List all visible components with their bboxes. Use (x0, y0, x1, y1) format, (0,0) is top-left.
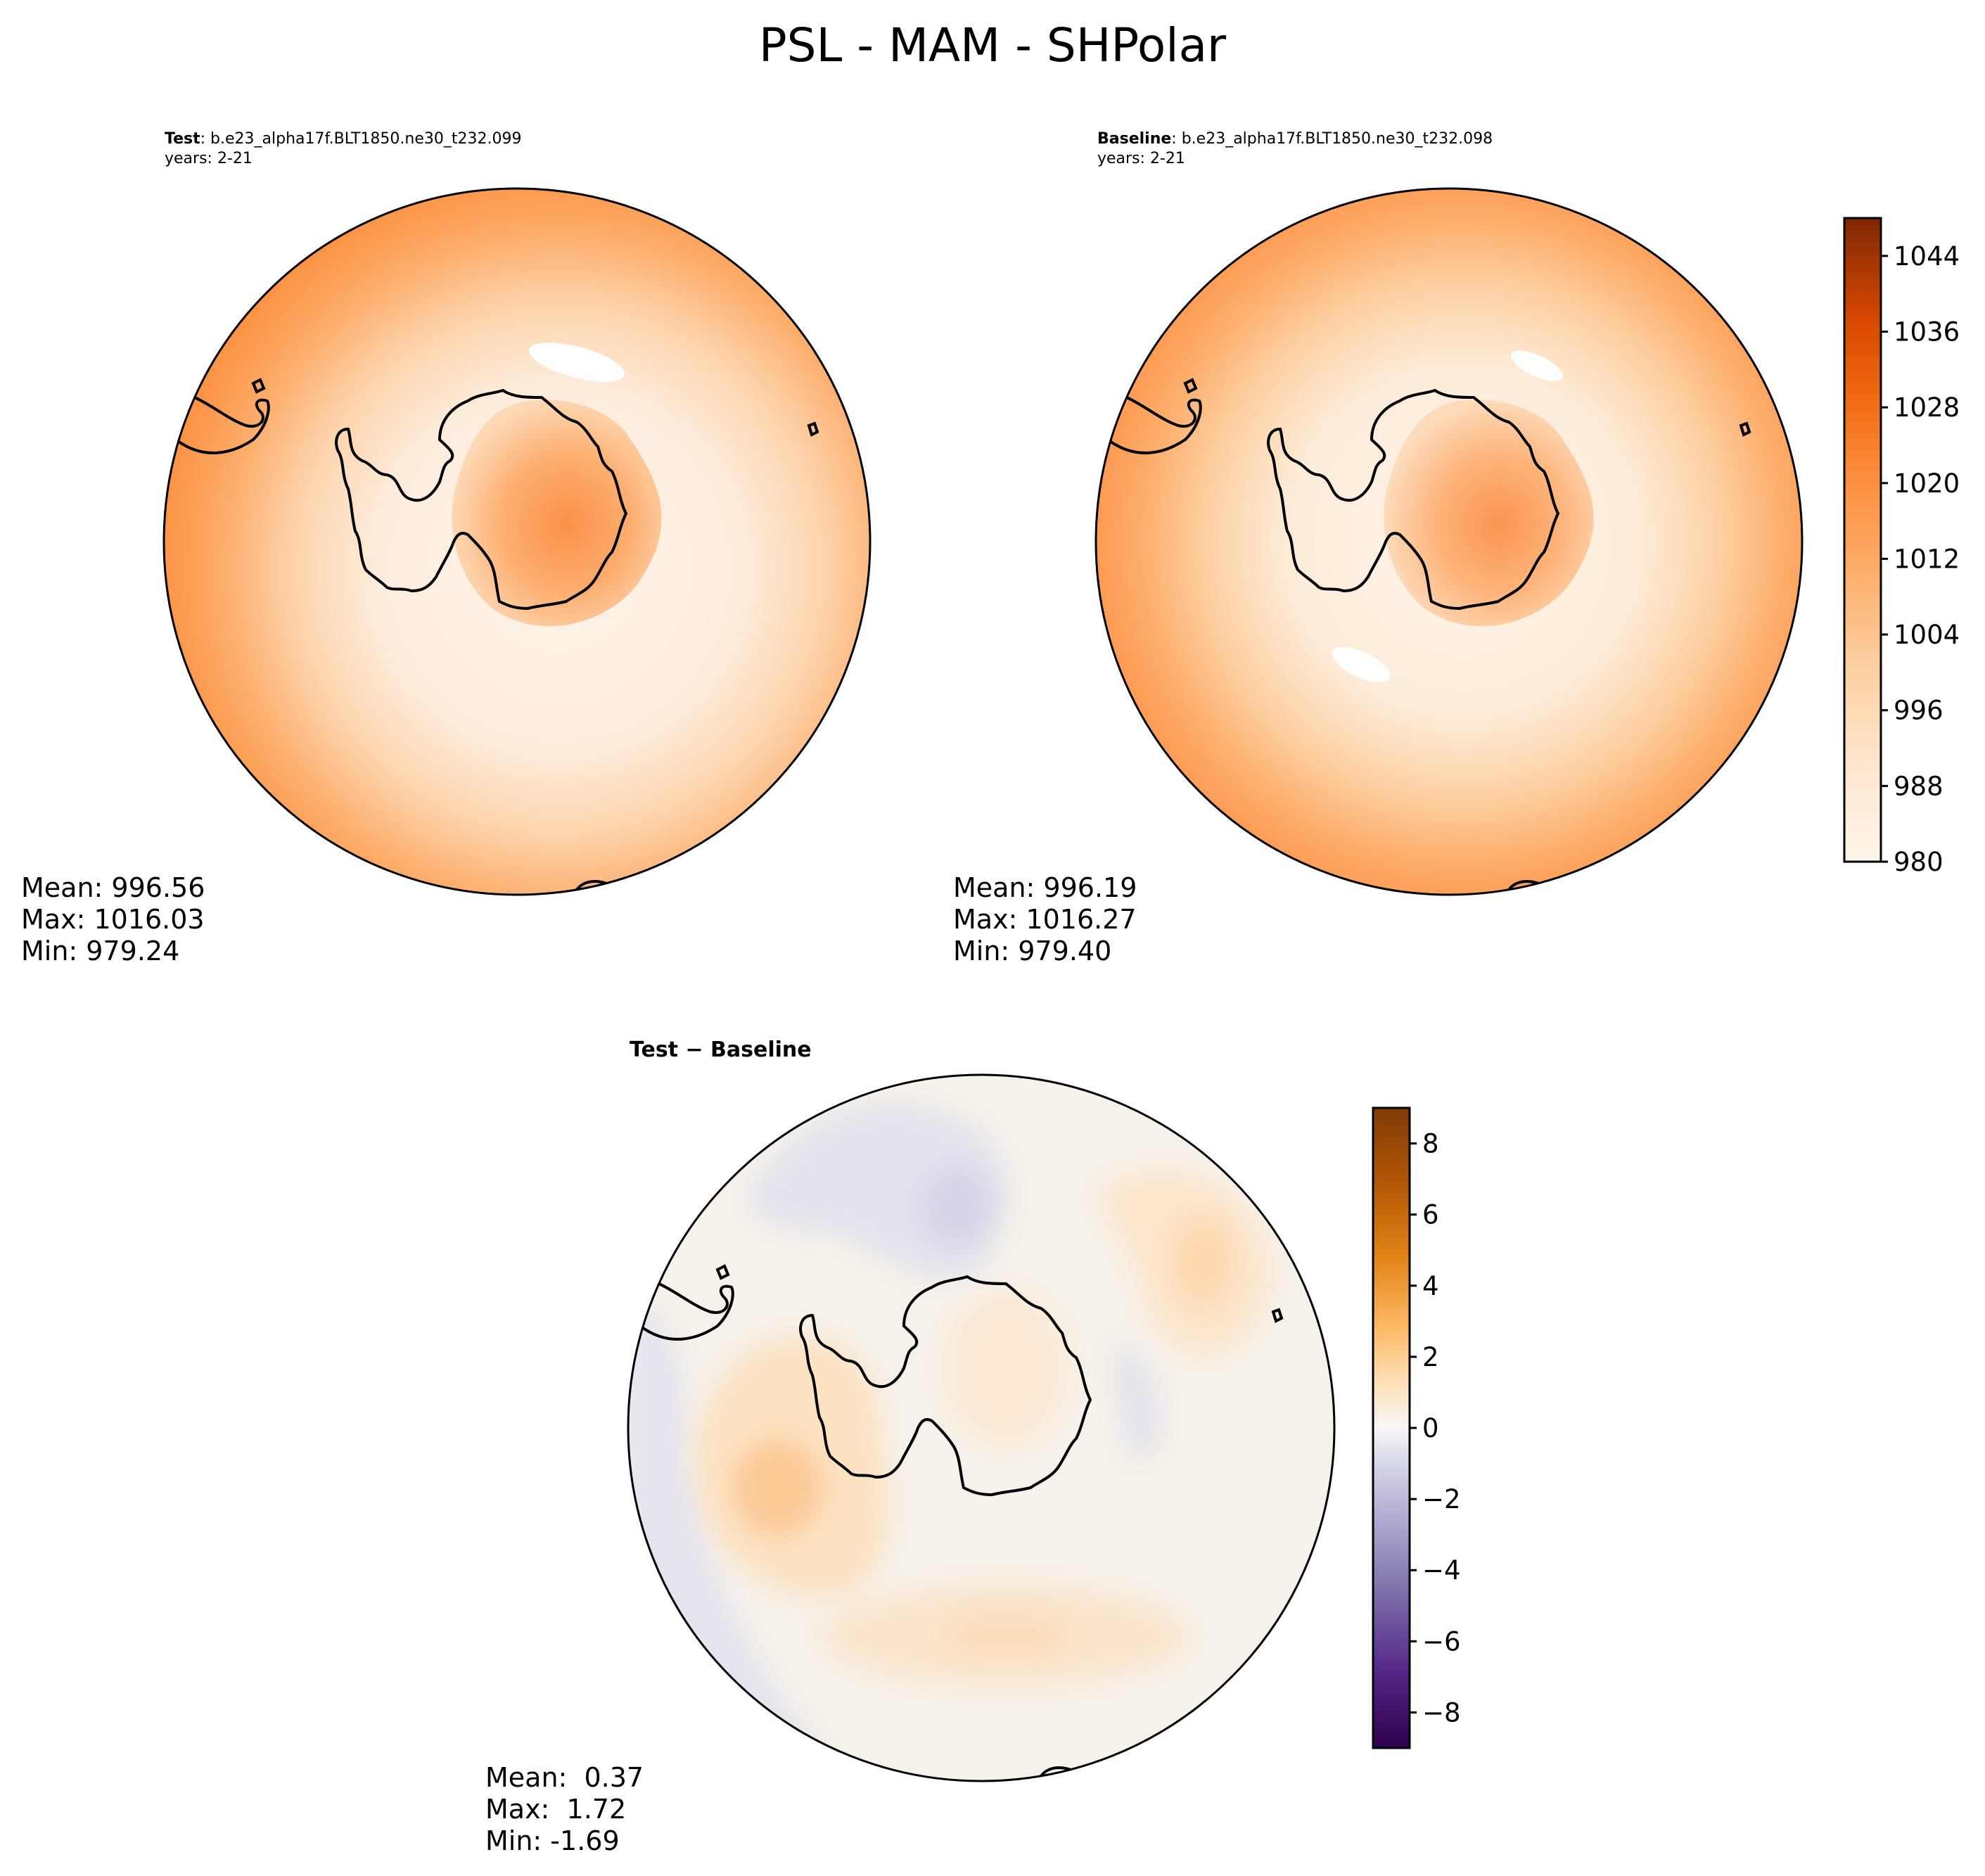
test-antarctica-high (452, 400, 662, 627)
test-panel-title: Test: b.e23_alpha17f.BLT1850.ne30_t232.0… (165, 129, 521, 169)
baseline-label: Baseline (1097, 130, 1172, 148)
baseline-polar-map (1094, 187, 1804, 896)
baseline-south-america-coast (1106, 388, 1202, 454)
main-colorbar-scale (1843, 217, 1882, 863)
diff-negative-region-east (1115, 1340, 1161, 1458)
diff-colorbar-tick-label: −8 (1422, 1697, 1461, 1728)
baseline-min: Min: 979.40 (953, 936, 1112, 966)
diff-positive-region-interior (943, 1291, 1069, 1446)
diff-colorbar-scale (1372, 1106, 1411, 1749)
main-colorbar-tick-label: 1028 (1894, 393, 1960, 423)
baseline-antarctica-coastline (1267, 388, 1560, 611)
baseline-island-east (1739, 421, 1751, 437)
baseline-years: years: 2-21 (1097, 150, 1185, 167)
diff-island (715, 1264, 730, 1280)
test-low-pressure-patch (529, 343, 625, 382)
baseline-panel-title: Baseline: b.e23_alpha17f.BLT1850.ne30_t2… (1097, 129, 1493, 169)
test-antarctica-coastline (335, 388, 628, 611)
diff-colorbar-tick-label: −4 (1422, 1555, 1461, 1585)
main-colorbar-ticks: 1044 1036 1028 1020 1012 1004 996 988 980 (1881, 241, 1960, 877)
baseline-max: Max: 1016.27 (953, 904, 1137, 935)
diff-positive-patch-south (943, 1614, 1069, 1657)
diff-min: Min: -1.69 (485, 1825, 620, 1856)
main-colorbar-tick-label: 988 (1894, 771, 1943, 801)
baseline-island (1183, 378, 1198, 394)
diff-south-america-coast (639, 1275, 734, 1341)
figure-title: PSL - MAM - SHPolar (758, 18, 1227, 72)
main-colorbar-tick-label: 1036 (1894, 317, 1960, 347)
main-colorbar-tick-label: 1020 (1894, 468, 1960, 499)
main-colorbar-tick-label: 980 (1894, 847, 1943, 877)
diff-negative-core (918, 1164, 995, 1249)
test-label: Test (165, 130, 200, 148)
diff-colorbar-tick-label: −2 (1422, 1484, 1461, 1514)
test-stats: Mean: 996.56 Max: 1016.03 Min: 979.24 (21, 872, 205, 967)
diff-mean: Mean: 0.37 (485, 1762, 644, 1793)
test-island (251, 378, 266, 394)
test-years: years: 2-21 (165, 150, 253, 167)
diff-island-east (1271, 1308, 1284, 1323)
test-max: Max: 1016.03 (21, 904, 205, 935)
baseline-stats: Mean: 996.19 Max: 1016.27 Min: 979.40 (953, 872, 1137, 967)
diff-positive-core-west (732, 1438, 823, 1537)
main-colorbar-tick-label: 1044 (1894, 241, 1960, 272)
baseline-case-name: : b.e23_alpha17f.BLT1850.ne30_t232.098 (1171, 130, 1493, 148)
test-island-east (807, 421, 819, 437)
diff-colorbar: 8 6 4 2 0 −2 −4 −6 −8 (1372, 1106, 1461, 1749)
diff-colorbar-tick-label: 8 (1422, 1129, 1439, 1159)
diff-colorbar-tick-label: 2 (1422, 1342, 1439, 1372)
test-case-name: : b.e23_alpha17f.BLT1850.ne30_t232.099 (200, 130, 522, 148)
test-south-america-coast (174, 388, 270, 454)
diff-stats: Mean: 0.37 Max: 1.72 Min: -1.69 (485, 1762, 644, 1857)
main-colorbar: 1044 1036 1028 1020 1012 1004 996 988 980 (1843, 217, 1960, 877)
test-polar-map (162, 187, 872, 896)
diff-colorbar-tick-label: 6 (1422, 1200, 1439, 1230)
diff-positive-core-east (1171, 1217, 1234, 1308)
main-colorbar-tick-label: 996 (1894, 696, 1943, 726)
diff-antarctica-coastline (799, 1275, 1092, 1497)
diff-panel-title: Test − Baseline (630, 1038, 812, 1062)
baseline-antarctica-high (1384, 400, 1594, 627)
diff-max: Max: 1.72 (485, 1794, 627, 1825)
test-mean: Mean: 996.56 (21, 872, 205, 903)
diff-colorbar-tick-label: 0 (1422, 1413, 1439, 1443)
diff-colorbar-tick-label: −6 (1422, 1626, 1461, 1657)
main-colorbar-tick-label: 1012 (1894, 544, 1960, 574)
diff-colorbar-ticks: 8 6 4 2 0 −2 −4 −6 −8 (1410, 1129, 1461, 1728)
diff-polar-map (627, 1073, 1336, 1782)
baseline-mean: Mean: 996.19 (953, 872, 1137, 903)
main-colorbar-tick-label: 1004 (1894, 620, 1960, 650)
baseline-low-pressure-patch-south (1332, 646, 1391, 683)
diff-colorbar-tick-label: 4 (1422, 1271, 1439, 1301)
test-min: Min: 979.24 (21, 936, 180, 966)
baseline-low-pressure-patch-north (1511, 350, 1563, 381)
